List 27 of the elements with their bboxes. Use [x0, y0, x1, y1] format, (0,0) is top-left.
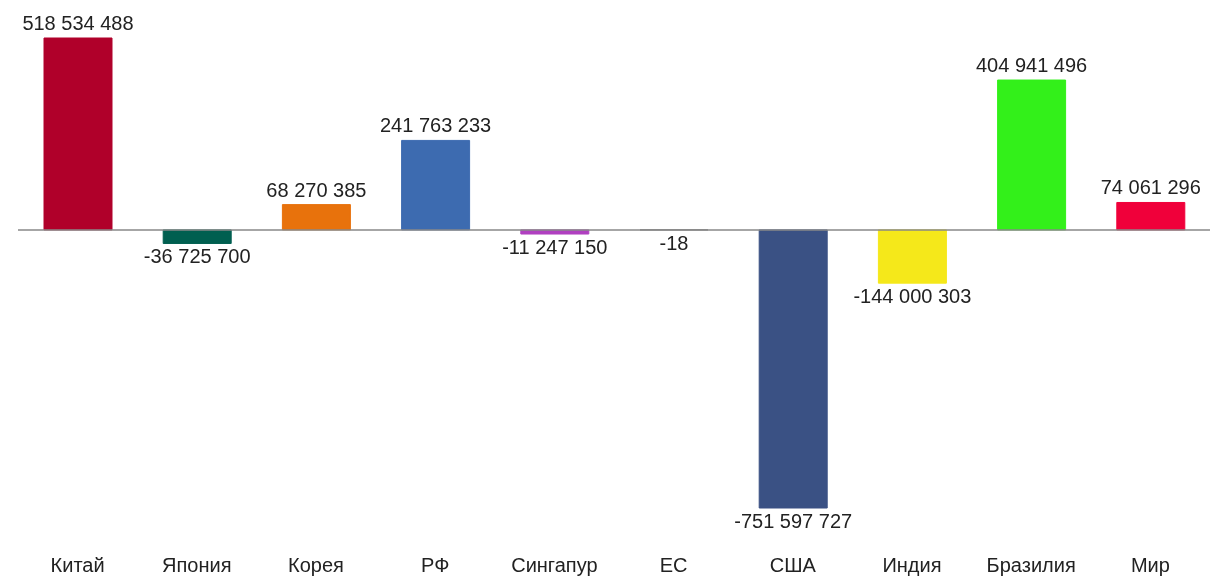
- data-label: -751 597 727: [734, 510, 853, 532]
- bar: [877, 229, 947, 284]
- data-label: 518 534 488: [22, 12, 134, 34]
- bar: [758, 229, 828, 509]
- data-label: 241 763 233: [379, 114, 492, 137]
- data-label: -11 247 150: [502, 236, 608, 259]
- data-label: -36 725 700: [143, 245, 251, 268]
- data-label: 404 941 496: [975, 54, 1088, 77]
- x-tick-label: Индия: [882, 554, 942, 577]
- x-tick-label: Бразилия: [986, 554, 1076, 577]
- x-tick-label: США: [769, 554, 817, 577]
- x-tick-label: Сингапур: [511, 554, 598, 577]
- bar: [1116, 201, 1186, 231]
- x-tick-label: Китай: [50, 554, 105, 577]
- x-tick-label: РФ: [421, 554, 450, 577]
- data-label: -144 000 303: [853, 285, 972, 308]
- data-label: -18: [659, 231, 689, 254]
- x-tick-label: Мир: [1130, 554, 1170, 577]
- bar: [281, 204, 351, 231]
- data-label: 74 061 296: [1100, 176, 1201, 199]
- bar: [401, 139, 471, 231]
- x-tick-label: Япония: [162, 554, 232, 577]
- x-tick-label: Корея: [288, 554, 344, 577]
- data-label: 68 270 385: [266, 178, 367, 201]
- bar: [43, 37, 113, 231]
- x-tick-label: ЕС: [659, 554, 688, 577]
- bar: [997, 79, 1067, 231]
